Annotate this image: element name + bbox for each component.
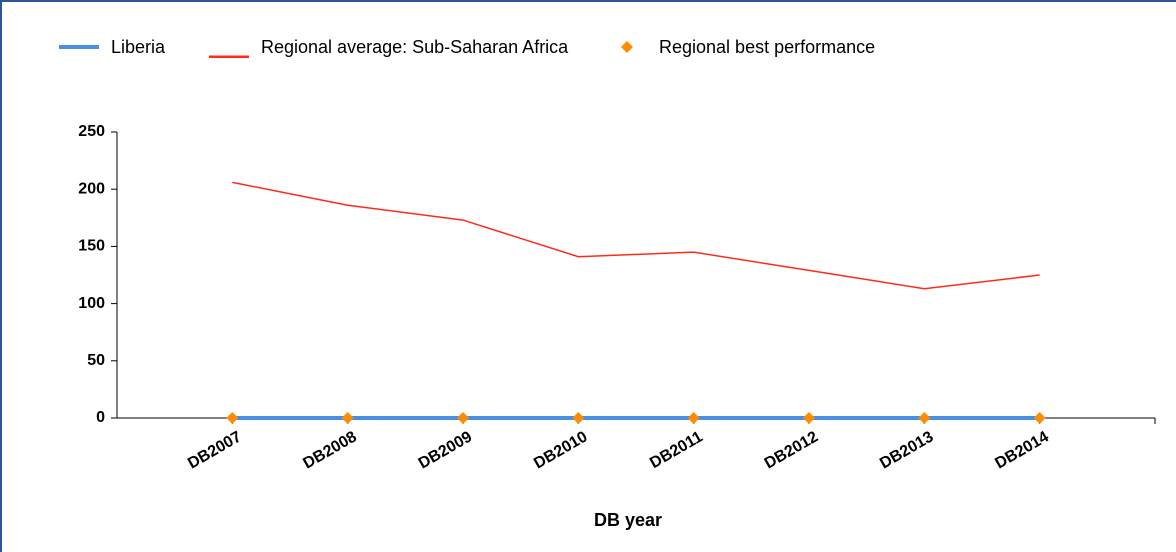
y-tick-label: 50: [87, 352, 105, 369]
x-tick-label: DB2007: [185, 428, 244, 472]
x-tick-label: DB2009: [416, 428, 475, 472]
legend-label: Regional average: Sub-Saharan Africa: [261, 37, 569, 57]
y-tick-label: 100: [78, 295, 105, 312]
series-line: [232, 181, 1040, 290]
series-marker: [687, 412, 700, 424]
x-tick-label: DB2011: [647, 428, 706, 472]
series-marker: [226, 412, 239, 424]
series-marker: [457, 412, 469, 424]
legend-label: Regional best performance: [659, 37, 876, 57]
y-tick-label: 150: [78, 238, 105, 255]
series-marker: [341, 412, 354, 424]
x-tick-label: DB2014: [992, 428, 1051, 472]
x-tick-label: DB2008: [300, 428, 359, 472]
y-tick-label: 250: [78, 123, 105, 140]
legend-item: Liberia: [59, 38, 165, 58]
legend-swatch: [59, 45, 99, 49]
x-tick-label: DB2012: [762, 428, 821, 472]
legend-item: Regional best performance: [607, 38, 875, 58]
legend-marker: [621, 41, 633, 53]
series-marker: [572, 412, 585, 424]
legend-swatch: [621, 41, 633, 53]
series-marker: [1033, 412, 1046, 424]
x-tick-label: DB2013: [877, 428, 936, 472]
legend-item: Regional average: Sub-Saharan Africa: [209, 38, 568, 58]
x-tick-label: DB2010: [531, 428, 590, 472]
series-marker: [803, 412, 815, 424]
legend-label: Liberia: [111, 37, 166, 57]
x-axis-label: DB year: [594, 510, 662, 530]
y-tick-label: 200: [78, 180, 105, 197]
series-marker: [918, 412, 931, 424]
legend-swatch: [209, 55, 249, 58]
y-tick-label: 0: [96, 409, 105, 426]
